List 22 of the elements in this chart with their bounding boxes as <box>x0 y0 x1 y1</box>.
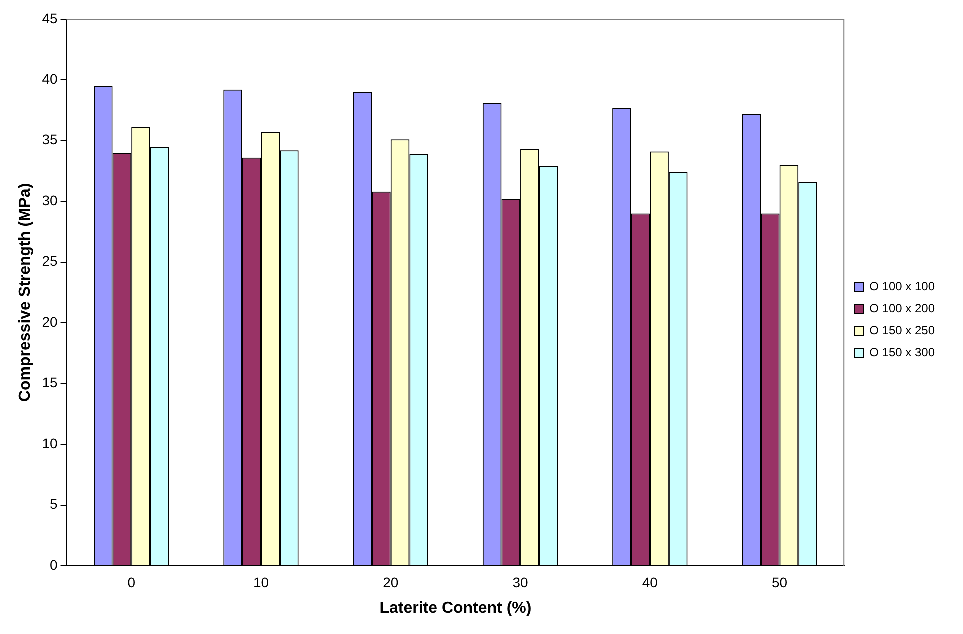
y-tick-label: 15 <box>42 374 58 391</box>
y-tick-label: 10 <box>42 435 58 452</box>
legend-label: O 100 x 100 <box>870 279 936 294</box>
x-axis-title: Laterite Content (%) <box>380 600 532 617</box>
y-tick-label: 40 <box>42 70 58 87</box>
y-axis-title: Compressive Strength (MPa) <box>17 183 34 402</box>
x-tick-label: 20 <box>383 574 399 590</box>
x-tick-label: 0 <box>128 574 136 590</box>
y-tick-label: 0 <box>50 556 58 573</box>
x-tick-label: 10 <box>253 574 270 590</box>
x-tick-label: 40 <box>642 574 658 590</box>
y-tick-label: 35 <box>42 132 58 148</box>
legend-label: O 150 x 300 <box>870 345 936 360</box>
legend-label: O 100 x 200 <box>870 301 936 316</box>
x-tick-label: 30 <box>512 574 529 590</box>
y-tick-label: 25 <box>42 253 58 270</box>
legend-label: O 150 x 250 <box>870 323 936 338</box>
y-tick-label: 30 <box>42 192 58 208</box>
y-tick-label: 45 <box>42 10 58 26</box>
y-tick-label: 20 <box>42 314 58 330</box>
y-tick-label: 5 <box>50 496 58 512</box>
x-tick-label: 50 <box>772 574 788 590</box>
